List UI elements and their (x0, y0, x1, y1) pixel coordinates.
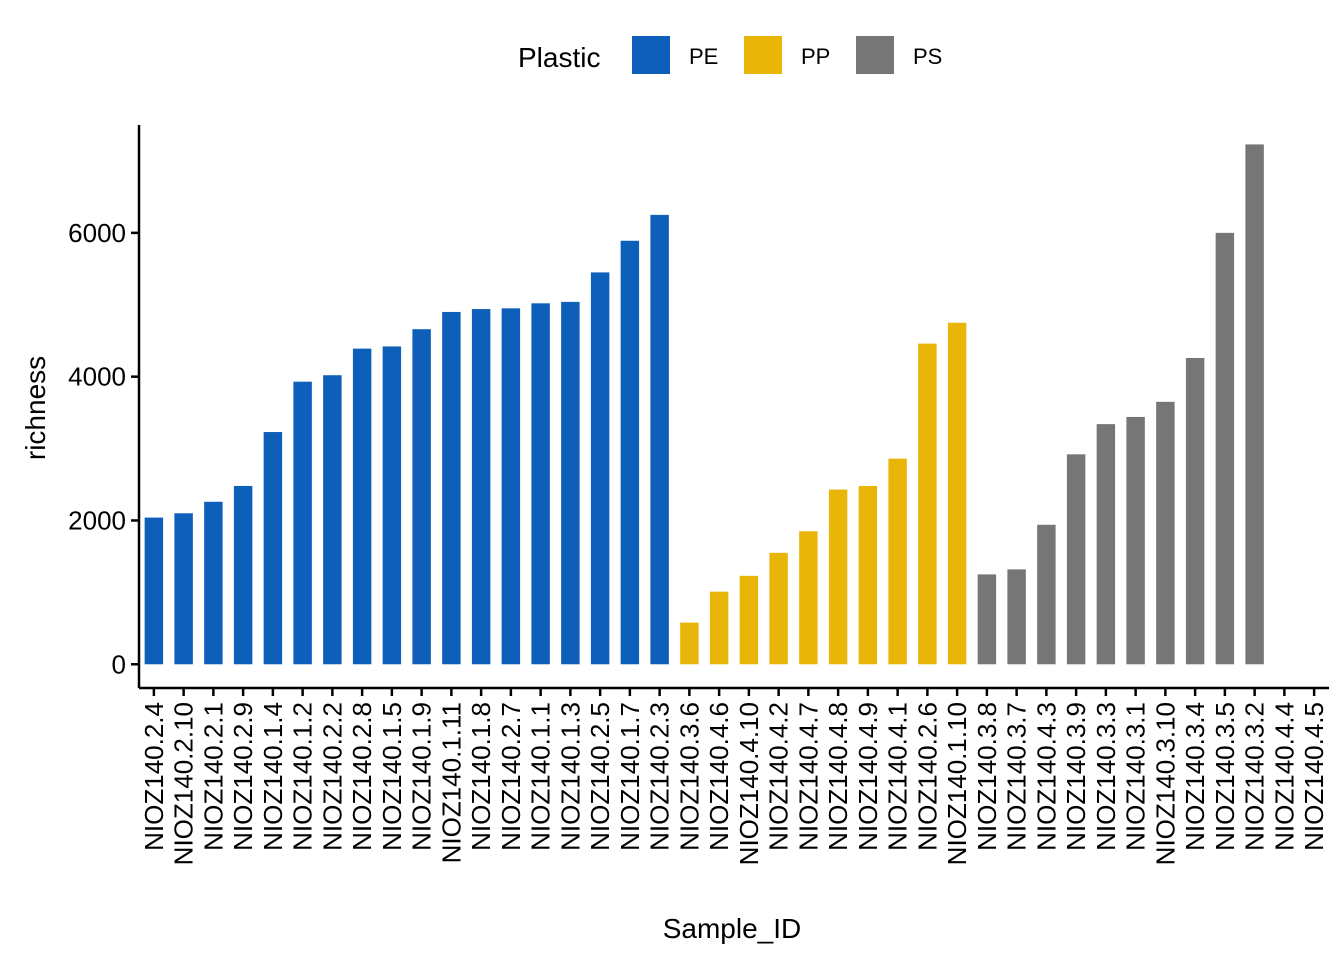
x-tick-label: NIOZ140.3.10 (1150, 702, 1180, 865)
bar-NIOZ140.3.1 (1126, 416, 1145, 665)
x-tick-label: NIOZ140.1.5 (377, 702, 407, 851)
x-tick-label: NIOZ140.2.4 (139, 702, 169, 851)
x-tick-label: NIOZ140.3.8 (972, 702, 1002, 851)
x-tick-label: NIOZ140.3.6 (674, 702, 704, 851)
bar-NIOZ140.2.4 (144, 517, 164, 665)
x-tick-label: NIOZ140.1.8 (466, 702, 496, 851)
bar-NIOZ140.2.9 (233, 485, 253, 665)
legend-swatch-pp (744, 36, 782, 74)
x-tick-label: NIOZ140.1.10 (942, 702, 972, 865)
bar-NIOZ140.1.7 (620, 240, 640, 665)
x-tick-label: NIOZ140.4.1 (883, 702, 913, 851)
bar-NIOZ140.1.11 (442, 311, 461, 665)
bar-NIOZ140.2.7 (501, 308, 521, 665)
x-tick-label: NIOZ140.1.4 (258, 702, 288, 851)
bar-NIOZ140.1.5 (382, 346, 402, 665)
x-tick-label: NIOZ140.3.9 (1061, 702, 1091, 851)
x-tick-label: NIOZ140.4.7 (793, 702, 823, 851)
x-tick-label: NIOZ140.2.6 (912, 702, 942, 851)
bar-NIOZ140.4.6 (709, 591, 729, 665)
bar-NIOZ140.4.7 (799, 531, 818, 665)
bar-NIOZ140.2.3 (650, 214, 669, 665)
x-tick-label: NIOZ140.2.7 (496, 702, 526, 851)
bar-NIOZ140.3.2 (1245, 144, 1264, 665)
y-tick-label: 6000 (68, 218, 126, 248)
x-tick-label: NIOZ140.2.5 (585, 702, 615, 851)
bar-NIOZ140.2.6 (918, 343, 937, 665)
x-tick-label: NIOZ140.4.8 (823, 702, 853, 851)
bar-NIOZ140.1.3 (561, 301, 580, 665)
x-tick-label: NIOZ140.1.2 (288, 702, 318, 851)
x-tick-label: NIOZ140.2.8 (347, 702, 377, 851)
x-tick-label: NIOZ140.3.3 (1091, 702, 1121, 851)
legend-swatch-ps (856, 36, 894, 74)
y-tick-label: 2000 (68, 505, 126, 535)
x-tick-label: NIOZ140.4.2 (764, 702, 794, 851)
legend-title: Plastic (518, 42, 600, 73)
bar-NIOZ140.3.6 (680, 622, 699, 665)
x-tick-label: NIOZ140.4.9 (853, 702, 883, 851)
bar-NIOZ140.4.3 (1037, 524, 1056, 665)
bar-NIOZ140.3.10 (1156, 401, 1175, 665)
bar-NIOZ140.1.10 (947, 322, 967, 665)
legend-label-ps: PS (913, 44, 942, 69)
x-tick-label: NIOZ140.3.7 (1002, 702, 1032, 851)
bar-NIOZ140.3.5 (1215, 232, 1235, 665)
x-tick-label: NIOZ140.2.1 (198, 702, 228, 851)
bar-NIOZ140.2.8 (352, 348, 372, 665)
x-tick-label: NIOZ140.2.9 (228, 702, 258, 851)
bar-NIOZ140.4.8 (828, 489, 848, 665)
x-tick-label: NIOZ140.1.9 (407, 702, 437, 851)
y-tick-label: 0 (112, 649, 126, 679)
bar-NIOZ140.1.2 (293, 381, 312, 665)
x-tick-label: NIOZ140.3.2 (1240, 702, 1270, 851)
bar-NIOZ140.1.4 (263, 432, 283, 665)
x-tick-label: NIOZ140.4.5 (1299, 702, 1329, 851)
bar-NIOZ140.4.1 (888, 458, 907, 665)
legend-label-pp: PP (801, 44, 830, 69)
x-tick-label: NIOZ140.4.6 (704, 702, 734, 851)
x-axis: NIOZ140.2.4 NIOZ140.2.10 NIOZ140.2.1 NIOZ14… (139, 686, 1329, 865)
bar-NIOZ140.3.7 (1007, 569, 1026, 665)
bar-NIOZ140.3.8 (977, 574, 997, 665)
legend-swatch-pe (632, 36, 670, 74)
bar-NIOZ140.2.10 (174, 513, 193, 665)
x-axis-title: Sample_ID (663, 913, 802, 944)
x-tick-label: NIOZ140.3.4 (1180, 702, 1210, 851)
x-tick-label: NIOZ140.1.3 (555, 702, 585, 851)
y-axis: 0 2000 4000 6000 (68, 125, 141, 688)
x-tick-label: NIOZ140.2.2 (317, 702, 347, 851)
bar-NIOZ140.2.2 (323, 375, 342, 665)
x-tick-label: NIOZ140.4.4 (1269, 702, 1299, 851)
x-tick-label: NIOZ140.3.1 (1121, 702, 1151, 851)
bar-NIOZ140.3.3 (1096, 424, 1116, 665)
legend-label-pe: PE (689, 44, 718, 69)
bars-group (144, 144, 1264, 665)
x-tick-label: NIOZ140.4.3 (1031, 702, 1061, 851)
x-tick-label: NIOZ140.1.11 (436, 702, 466, 863)
bar-NIOZ140.1.1 (531, 303, 550, 665)
x-tick-label: NIOZ140.1.7 (615, 702, 645, 851)
x-tick-label: NIOZ140.2.3 (645, 702, 675, 851)
y-tick-label: 4000 (68, 362, 126, 392)
bar-NIOZ140.3.4 (1185, 357, 1205, 665)
x-tick-label: NIOZ140.4.10 (734, 702, 764, 865)
bar-NIOZ140.3.9 (1066, 454, 1086, 665)
x-tick-label: NIOZ140.1.1 (526, 702, 556, 851)
x-tick-label: NIOZ140.3.5 (1210, 702, 1240, 851)
y-axis-title: richness (20, 356, 51, 460)
legend: Plastic PE PP PS (518, 36, 942, 74)
bar-NIOZ140.4.9 (858, 485, 878, 665)
bar-NIOZ140.4.2 (769, 552, 788, 665)
bar-NIOZ140.1.9 (412, 329, 431, 665)
bar-NIOZ140.4.10 (739, 575, 759, 665)
x-tick-label: NIOZ140.2.10 (169, 702, 199, 865)
bar-NIOZ140.2.5 (590, 272, 610, 665)
bar-NIOZ140.1.8 (471, 309, 491, 665)
bar-NIOZ140.2.1 (204, 501, 223, 665)
